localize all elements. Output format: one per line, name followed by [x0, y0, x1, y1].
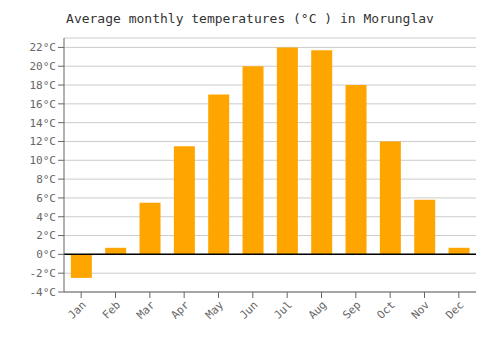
- svg-text:8°C: 8°C: [36, 173, 56, 186]
- svg-text:18°C: 18°C: [30, 79, 57, 92]
- svg-text:20°C: 20°C: [30, 60, 57, 73]
- svg-text:Jun: Jun: [237, 298, 260, 321]
- html-text:Average monthly temperatures (: Average monthly temperatures (°C ) in Mo…: [66, 11, 434, 26]
- svg-text:Mar: Mar: [134, 298, 158, 322]
- svg-text:22°C: 22°C: [30, 41, 57, 54]
- svg-text:Apr: Apr: [169, 298, 193, 322]
- svg-text:Feb: Feb: [100, 298, 123, 321]
- svg-text:Jan: Jan: [66, 298, 89, 321]
- svg-text:4°C: 4°C: [36, 211, 56, 224]
- svg-text:6°C: 6°C: [36, 192, 56, 205]
- svg-text:Sep: Sep: [340, 298, 363, 321]
- svg-text:12°C: 12°C: [30, 135, 57, 148]
- svg-text:Nov: Nov: [409, 298, 433, 322]
- svg-text:-2°C: -2°C: [30, 267, 57, 280]
- svg-text:Oct: Oct: [375, 298, 398, 321]
- svg-text:2°C: 2°C: [36, 229, 56, 242]
- svg-text:Aug: Aug: [306, 298, 329, 321]
- svg-text:May: May: [203, 298, 227, 322]
- svg-text:-4°C: -4°C: [30, 286, 57, 299]
- svg-text:14°C: 14°C: [30, 117, 57, 130]
- svg-text:0°C: 0°C: [36, 248, 56, 261]
- svg-text:16°C: 16°C: [30, 98, 57, 111]
- svg-text:Jul: Jul: [272, 298, 295, 321]
- svg-text:Dec: Dec: [443, 298, 466, 321]
- svg-text:10°C: 10°C: [30, 154, 57, 167]
